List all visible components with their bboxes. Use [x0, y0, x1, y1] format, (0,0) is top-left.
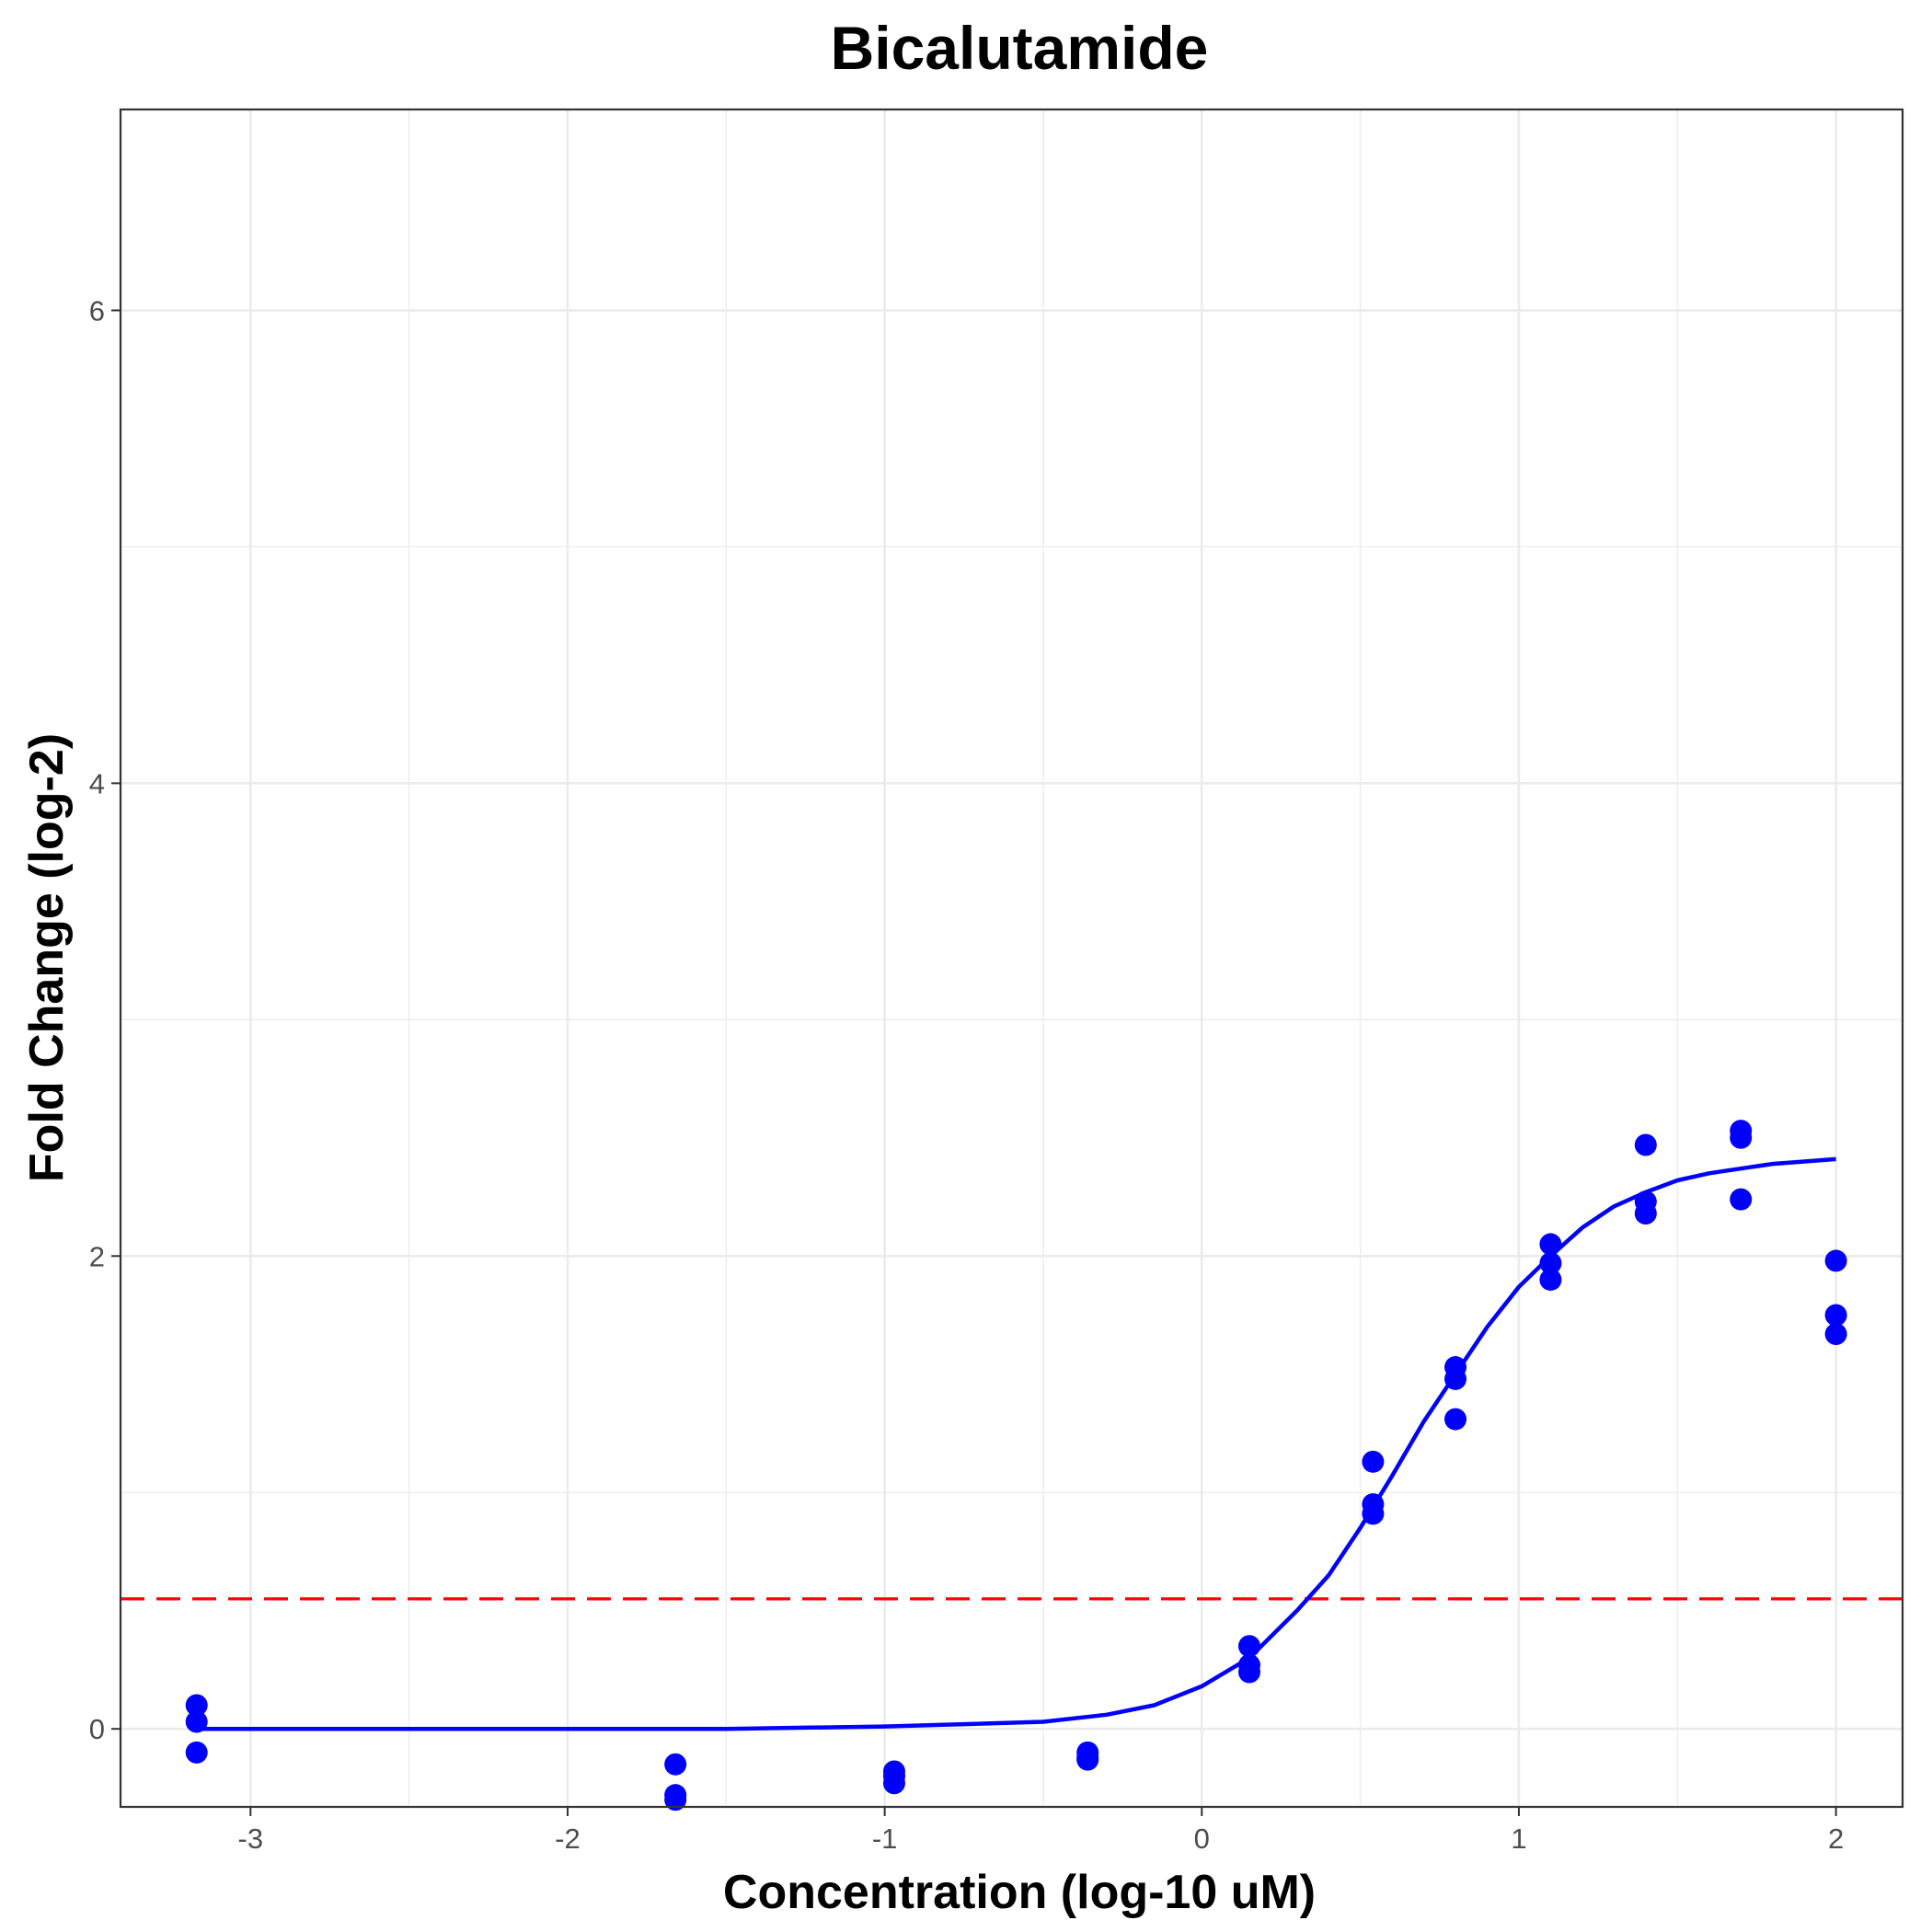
data-point	[664, 1788, 687, 1811]
data-point	[185, 1741, 208, 1764]
x-tick-label: -1	[872, 1823, 898, 1855]
y-axis-label: Fold Change (log-2)	[20, 733, 74, 1182]
x-tick-label: 0	[1194, 1823, 1210, 1855]
data-point	[1444, 1408, 1467, 1431]
y-tick-label: 2	[89, 1240, 105, 1272]
chart-title: Bicalutamide	[831, 14, 1209, 82]
x-axis-label: Concentration (log-10 uM)	[723, 1866, 1316, 1919]
data-point	[1362, 1450, 1385, 1473]
y-axis: 0 2 4 6	[89, 294, 121, 1745]
data-point	[1076, 1748, 1099, 1771]
x-tick-label: 1	[1511, 1823, 1526, 1855]
y-tick-label: 6	[89, 294, 105, 327]
data-point	[1362, 1502, 1385, 1525]
data-point	[1730, 1126, 1753, 1149]
data-point	[1539, 1251, 1562, 1274]
data-point	[1444, 1367, 1467, 1390]
data-point	[185, 1710, 208, 1733]
data-point	[882, 1772, 905, 1795]
data-points-layer	[185, 1120, 1847, 1811]
gridlines	[121, 109, 1903, 1807]
y-tick-label: 4	[89, 767, 105, 799]
data-point	[1824, 1304, 1847, 1327]
y-tick-label: 0	[89, 1713, 105, 1745]
data-point	[185, 1694, 208, 1717]
data-point	[1539, 1233, 1562, 1256]
x-tick-label: 2	[1828, 1823, 1844, 1855]
plot-panel	[119, 108, 1904, 1811]
plot-background	[121, 109, 1903, 1807]
data-point	[1237, 1635, 1260, 1658]
fit-curve	[196, 1156, 1836, 1731]
data-point	[1634, 1202, 1657, 1225]
plot-border	[119, 108, 1904, 1809]
data-point	[1824, 1323, 1847, 1346]
data-point	[1730, 1188, 1753, 1211]
x-axis: -3 -2 -1 0 1 2	[238, 1807, 1844, 1855]
x-tick-label: -2	[555, 1823, 581, 1855]
data-point	[1237, 1661, 1260, 1684]
data-point	[664, 1753, 687, 1776]
x-tick-label: -3	[238, 1823, 264, 1855]
data-point	[1539, 1268, 1562, 1291]
data-point	[1824, 1249, 1847, 1272]
data-point	[1634, 1133, 1657, 1156]
fit-curve-layer	[196, 1156, 1836, 1731]
